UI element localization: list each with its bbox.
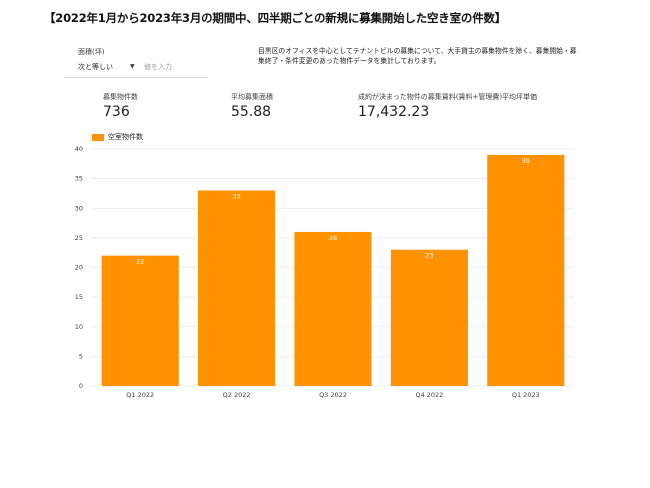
bar <box>390 249 468 386</box>
filter-operator-value: 次と等しい <box>78 63 113 71</box>
kpi-average-area: 平均募集面積 55.88 <box>231 92 273 120</box>
filter-label: 面積(坪) <box>78 48 105 56</box>
kpi-value: 55.88 <box>231 104 272 120</box>
y-tick-label: 0 <box>79 382 83 390</box>
dropdown-arrow-icon[interactable]: ▼ <box>130 63 135 70</box>
x-tick-label: Q3 2022 <box>319 391 347 399</box>
legend-label: 空室物件数 <box>108 133 143 141</box>
bar-data-label: 22 <box>136 258 144 266</box>
area-filter[interactable]: 面積(坪) 次と等しい ▼ 値を入力 <box>64 44 208 78</box>
y-tick-label: 10 <box>75 323 83 331</box>
kpi-value: 17,432.23 <box>358 104 430 120</box>
kpi-value: 736 <box>103 104 130 120</box>
bar <box>101 255 179 386</box>
y-tick-label: 35 <box>75 175 83 183</box>
bar-data-label: 26 <box>329 234 337 242</box>
kpi-label: 成約が決まった物件の募集賃料(賃料+管理費)平均坪単価 <box>358 93 538 101</box>
page-description: 目黒区のオフィスを中心としてテナントビルの募集について、大手貸主の募集物件を除く… <box>258 47 577 65</box>
kpi-average-rent: 成約が決まった物件の募集賃料(賃料+管理費)平均坪単価 17,432.23 <box>358 92 537 120</box>
y-tick-label: 5 <box>79 352 83 360</box>
bar-data-label: 33 <box>232 192 240 200</box>
kpi-label: 募集物件数 <box>103 93 138 101</box>
kpi-listing-count: 募集物件数 736 <box>103 92 138 120</box>
x-tick-label: Q1 2023 <box>512 391 540 399</box>
y-tick-label: 25 <box>75 234 83 242</box>
bar <box>487 154 565 386</box>
page-title: 【2022年1月から2023年3月の期間中、四半期ごとの新規に募集開始した空き室… <box>44 11 507 25</box>
x-tick-label: Q4 2022 <box>415 391 443 399</box>
bar <box>294 231 372 386</box>
y-tick-label: 15 <box>75 293 83 301</box>
x-tick-label: Q2 2022 <box>223 391 251 399</box>
legend-swatch <box>92 133 104 141</box>
bar-data-label: 23 <box>425 252 433 260</box>
y-tick-label: 40 <box>75 145 83 153</box>
filter-value-input[interactable]: 値を入力 <box>144 63 172 71</box>
x-tick-label: Q1 2022 <box>126 391 154 399</box>
y-tick-label: 20 <box>75 264 83 272</box>
bar <box>198 190 276 386</box>
bar-data-label: 39 <box>522 157 530 165</box>
filter-operator-select[interactable]: 次と等しい ▼ <box>78 62 138 76</box>
chart-legend: 空室物件数 <box>92 132 143 142</box>
y-tick-label: 30 <box>75 204 83 212</box>
kpi-label: 平均募集面積 <box>231 93 273 101</box>
